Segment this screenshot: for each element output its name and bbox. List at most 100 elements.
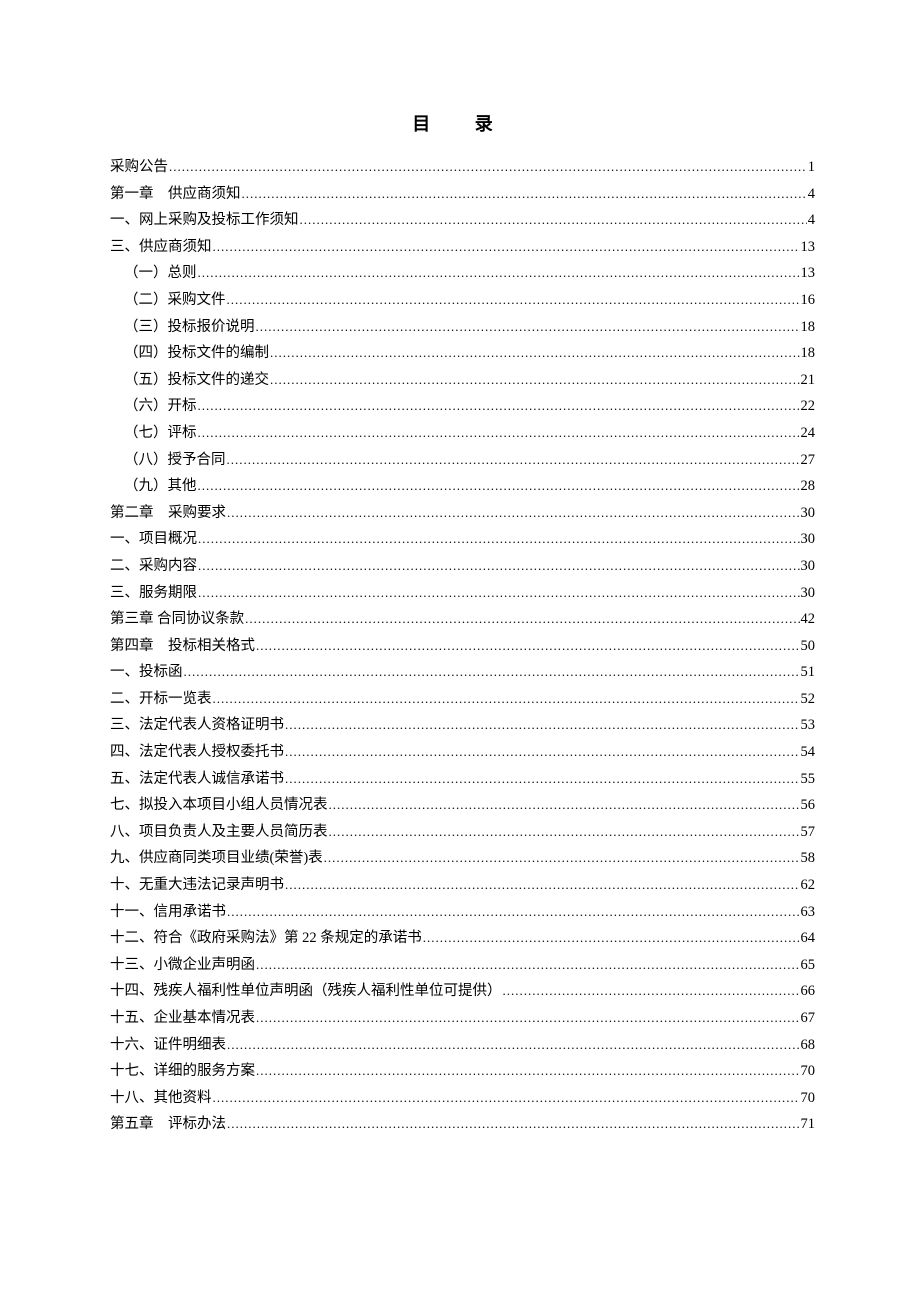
toc-entry-page: 28: [801, 474, 816, 500]
toc-entry-label: （八）授予合同: [124, 448, 226, 474]
toc-entry-label: 十八、其他资料: [110, 1086, 212, 1112]
toc-entry-page: 30: [801, 554, 816, 580]
toc-entry-label: 二、开标一览表: [110, 687, 212, 713]
toc-entry: 十七、详细的服务方案70: [110, 1058, 815, 1085]
toc-entry: （三）投标报价说明18: [110, 314, 815, 341]
toc-entry-dots: [227, 287, 800, 314]
toc-entry-dots: [213, 686, 800, 713]
toc-entry: 十五、企业基本情况表67: [110, 1005, 815, 1032]
toc-entry-dots: [227, 447, 800, 474]
toc-entry-label: 十七、详细的服务方案: [110, 1059, 255, 1085]
toc-entry: 九、供应商同类项目业绩(荣誉)表58: [110, 845, 815, 872]
toc-entry: 四、法定代表人授权委托书54: [110, 739, 815, 766]
toc-entry-dots: [227, 1111, 800, 1138]
toc-entry: 三、服务期限 30: [110, 580, 815, 607]
toc-entry-label: 一、投标函: [110, 660, 183, 686]
toc-entry-page: 42: [801, 607, 816, 633]
toc-entry-label: 三、法定代表人资格证明书: [110, 713, 284, 739]
toc-entry-dots: [329, 792, 800, 819]
toc-entry: （八）授予合同 27: [110, 447, 815, 474]
toc-entry: 采购公告 1: [110, 154, 815, 181]
toc-entry-dots: [270, 340, 800, 367]
toc-entry-page: 54: [801, 740, 816, 766]
toc-entry: （一）总则13: [110, 260, 815, 287]
toc-entry: 第三章 合同协议条款42: [110, 606, 815, 633]
toc-entry: 十四、残疾人福利性单位声明函（残疾人福利性单位可提供）66: [110, 978, 815, 1005]
toc-entry-page: 13: [801, 261, 816, 287]
toc-entry-label: （九）其他: [124, 474, 197, 500]
toc-entry-page: 56: [801, 793, 816, 819]
toc-entry-label: 二、采购内容: [110, 554, 197, 580]
toc-entry: 第二章 采购要求 30: [110, 500, 815, 527]
toc-entry: 二、采购内容 30: [110, 553, 815, 580]
toc-entry-dots: [245, 606, 799, 633]
toc-entry-dots: [423, 925, 800, 952]
toc-entry-dots: [256, 1058, 800, 1085]
toc-entry-label: （三）投标报价说明: [124, 315, 255, 341]
toc-entry-page: 27: [801, 448, 816, 474]
toc-entry-page: 55: [801, 767, 816, 793]
toc-entry: （六）开标 22: [110, 393, 815, 420]
toc-entry-label: 第五章 评标办法: [110, 1112, 226, 1138]
toc-entry-label: 七、拟投入本项目小组人员情况表: [110, 793, 328, 819]
toc-entry: 第一章 供应商须知4: [110, 181, 815, 208]
toc-entry-dots: [227, 1032, 800, 1059]
toc-entry: 五、法定代表人诚信承诺书 55: [110, 766, 815, 793]
toc-entry: 十三、小微企业声明函65: [110, 952, 815, 979]
toc-entry-dots: [227, 500, 800, 527]
toc-entry-label: 五、法定代表人诚信承诺书: [110, 767, 284, 793]
toc-entry-label: 采购公告: [110, 155, 168, 181]
toc-entry: 一、网上采购及投标工作须知4: [110, 207, 815, 234]
toc-entry-label: 三、供应商须知: [110, 235, 212, 261]
toc-entry-label: （六）开标: [124, 394, 197, 420]
toc-entry-dots: [198, 393, 800, 420]
toc-entry-page: 1: [808, 155, 815, 181]
toc-entry: 二、开标一览表52: [110, 686, 815, 713]
toc-entry-label: 第二章 采购要求: [110, 501, 226, 527]
toc-entry-page: 16: [801, 288, 816, 314]
toc-entry-dots: [213, 234, 800, 261]
toc-entry-page: 30: [801, 581, 816, 607]
toc-entry: 八、项目负责人及主要人员简历表57: [110, 819, 815, 846]
toc-entry-page: 67: [801, 1006, 816, 1032]
toc-entry: 一、项目概况 30: [110, 526, 815, 553]
toc-entry-dots: [198, 473, 800, 500]
toc-entry-dots: [198, 553, 800, 580]
toc-entry-label: 八、项目负责人及主要人员简历表: [110, 820, 328, 846]
toc-entry-page: 22: [801, 394, 816, 420]
toc-entry-page: 21: [801, 368, 816, 394]
toc-entry-dots: [242, 181, 807, 208]
toc-entry-page: 30: [801, 527, 816, 553]
toc-entry: （四）投标文件的编制18: [110, 340, 815, 367]
toc-entry-label: 十四、残疾人福利性单位声明函（残疾人福利性单位可提供）: [110, 979, 502, 1005]
toc-entry-dots: [213, 1085, 800, 1112]
toc-entry-dots: [184, 659, 800, 686]
toc-entry: 一、投标函51: [110, 659, 815, 686]
toc-entry-page: 53: [801, 713, 816, 739]
toc-entry-label: 一、项目概况: [110, 527, 197, 553]
toc-entry: 十、无重大违法记录声明书62: [110, 872, 815, 899]
toc-entry-page: 58: [801, 846, 816, 872]
toc-entry: （五）投标文件的递交21: [110, 367, 815, 394]
toc-entry: 三、法定代表人资格证明书 53: [110, 712, 815, 739]
toc-title: 目 录: [110, 110, 815, 136]
toc-entry-label: 十、无重大违法记录声明书: [110, 873, 284, 899]
toc-entry-dots: [324, 845, 800, 872]
toc-entry-label: 三、服务期限: [110, 581, 197, 607]
toc-entry-dots: [198, 526, 800, 553]
toc-entry-dots: [270, 367, 800, 394]
toc-entry-label: 十六、证件明细表: [110, 1033, 226, 1059]
toc-entry-page: 68: [801, 1033, 816, 1059]
toc-entry: 十一、信用承诺书63: [110, 899, 815, 926]
toc-entry: 第四章 投标相关格式50: [110, 633, 815, 660]
toc-entry: （九）其他 28: [110, 473, 815, 500]
toc-entry-page: 64: [801, 926, 816, 952]
toc-entry-label: 第四章 投标相关格式: [110, 634, 255, 660]
toc-entry-page: 24: [801, 421, 816, 447]
toc-entry-dots: [256, 952, 800, 979]
toc-entry: 七、拟投入本项目小组人员情况表 56: [110, 792, 815, 819]
toc-entry-page: 30: [801, 501, 816, 527]
toc-entry-dots: [198, 420, 800, 447]
toc-entry-dots: [256, 314, 800, 341]
toc-entry-dots: [227, 899, 800, 926]
